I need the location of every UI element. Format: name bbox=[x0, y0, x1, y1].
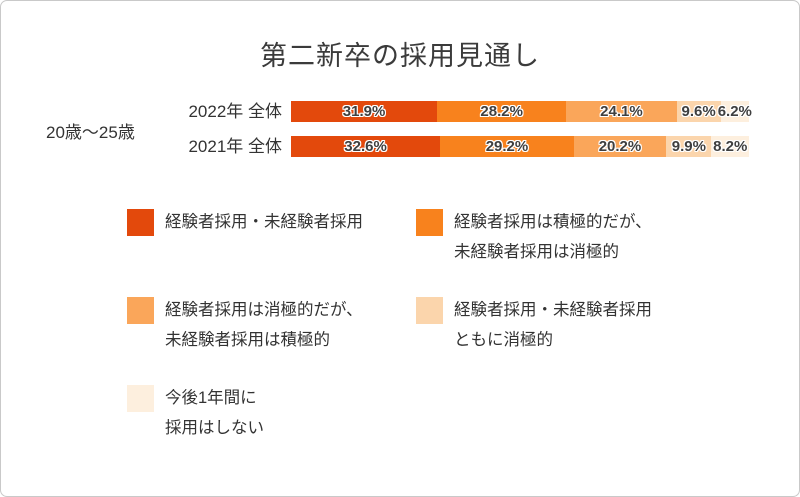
bar-row-label: 2021年 全体 bbox=[188, 137, 282, 156]
legend-label-line: 未経験者採用は積極的 bbox=[165, 331, 330, 349]
legend-label-line: 経験者採用は消極的だが、 bbox=[165, 301, 363, 319]
legend-label-line: 今後1年間に bbox=[165, 389, 257, 407]
stacked-bar: 31.9% 28.2% 24.1% 9.6% 6.2% bbox=[291, 101, 752, 122]
bar-value-label: 8.2% bbox=[713, 138, 748, 155]
bar-segment: 8.2% bbox=[711, 136, 749, 157]
bar-row: 2022年 全体 31.9% 28.2% 24.1% 9.6% 6.2% bbox=[1, 101, 799, 122]
legend-label: 経験者採用は積極的だが、 未経験者採用は消極的 bbox=[454, 207, 652, 267]
bar-segment: 24.1% bbox=[566, 101, 677, 122]
legend-item: 経験者採用・未経験者採用 ともに消極的 bbox=[416, 295, 652, 355]
legend-label: 今後1年間に 採用はしない bbox=[165, 383, 264, 443]
bar-row: 2021年 全体 32.6% 29.2% 20.2% 9.9% 8.2% bbox=[1, 136, 799, 157]
legend-item: 今後1年間に 採用はしない bbox=[127, 383, 416, 443]
legend-swatch bbox=[127, 209, 154, 236]
bar-segment: 9.9% bbox=[666, 136, 712, 157]
bar-value-label: 24.1% bbox=[600, 103, 643, 120]
legend-label-line: 採用はしない bbox=[165, 419, 264, 437]
bar-segment: 29.2% bbox=[440, 136, 574, 157]
bar-value-label: 32.6% bbox=[344, 138, 387, 155]
legend-label: 経験者採用・未経験者採用 bbox=[165, 207, 363, 237]
bar-segment: 32.6% bbox=[291, 136, 441, 157]
bar-value-label: 31.9% bbox=[342, 103, 386, 120]
legend-item: 経験者採用は消極的だが、 未経験者採用は積極的 bbox=[127, 295, 416, 355]
age-group-label: 20歳〜25歳 bbox=[46, 123, 135, 142]
bar-value-label: 9.9% bbox=[671, 138, 706, 155]
bar-value-label: 6.2% bbox=[717, 103, 752, 120]
legend-label-line: 経験者採用・未経験者採用 bbox=[454, 301, 652, 319]
bar-segment: 28.2% bbox=[437, 101, 567, 122]
legend-label-line: ともに消極的 bbox=[454, 331, 553, 349]
bar-segment: 6.2% bbox=[717, 101, 752, 122]
legend-swatch bbox=[127, 297, 154, 324]
bar-value-label: 29.2% bbox=[485, 138, 529, 155]
legend-swatch bbox=[416, 297, 443, 324]
bar-value-label: 9.6% bbox=[681, 103, 716, 120]
legend-label: 経験者採用・未経験者採用 ともに消極的 bbox=[454, 295, 652, 355]
bar-row-label: 2022年 全体 bbox=[188, 102, 282, 121]
legend-item: 経験者採用は積極的だが、 未経験者採用は消極的 bbox=[416, 207, 652, 267]
bar-value-label: 20.2% bbox=[598, 138, 642, 155]
legend-label-line: 経験者採用は積極的だが、 bbox=[454, 213, 652, 231]
chart-title: 第二新卒の採用見通し bbox=[260, 41, 540, 71]
stacked-bar: 32.6% 29.2% 20.2% 9.9% 8.2% bbox=[291, 136, 749, 157]
legend-label-line: 未経験者採用は消極的 bbox=[454, 243, 619, 261]
bar-value-label: 28.2% bbox=[480, 103, 523, 120]
bar-segment: 31.9% bbox=[291, 101, 438, 122]
legend-label-line: 経験者採用・未経験者採用 bbox=[165, 213, 363, 231]
legend-swatch bbox=[416, 209, 443, 236]
legend-swatch bbox=[127, 385, 154, 412]
legend-item: 経験者採用・未経験者採用 bbox=[127, 207, 416, 267]
legend: 経験者採用・未経験者採用 経験者採用は積極的だが、 未経験者採用は消極的 経験者採用は… bbox=[127, 207, 652, 443]
bar-segment: 20.2% bbox=[573, 136, 667, 157]
legend-label: 経験者採用は消極的だが、 未経験者採用は積極的 bbox=[165, 295, 363, 355]
bar-segment: 9.6% bbox=[676, 101, 721, 122]
